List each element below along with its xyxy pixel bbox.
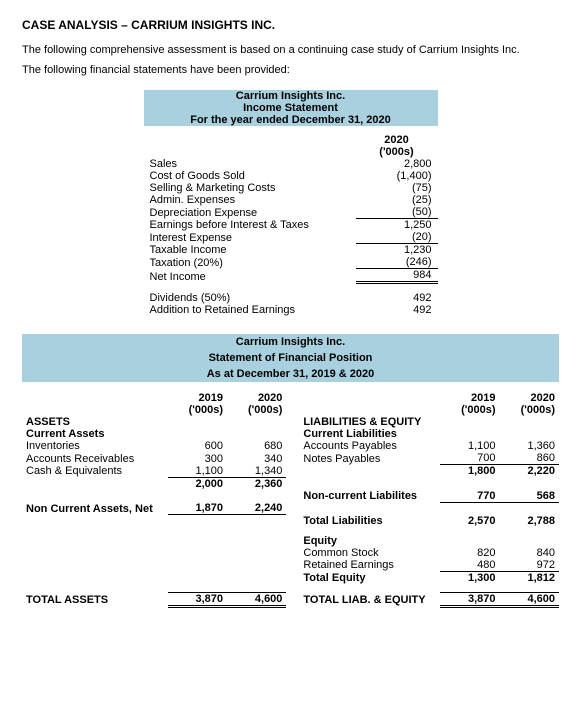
bs-row-value: 2,788	[500, 515, 559, 527]
income-row-label: Addition to Retained Earnings	[144, 304, 356, 316]
bs-row-label: Cash & Equivalents	[22, 465, 168, 478]
liab-heading: LIABILITIES & EQUITY	[299, 416, 440, 428]
bs-units-header: ('000s)	[500, 404, 559, 416]
bs-row-label: Common Stock	[299, 547, 440, 559]
bs-row-label: Accounts Payables	[299, 440, 440, 452]
bs-row-value: 300	[168, 452, 227, 465]
income-year-header: 2020	[356, 134, 438, 146]
income-statement-table: Carrium Insights Inc. Income Statement F…	[144, 90, 438, 316]
bs-row-value: 1,870	[168, 502, 227, 515]
bs-row-value: 1,340	[227, 465, 286, 478]
bs-row-value: 2,570	[440, 515, 499, 527]
income-row-value: 2,800	[356, 158, 438, 170]
income-row-value: 1,230	[356, 244, 438, 257]
bs-units-header: ('000s)	[227, 404, 286, 416]
total-liab-equity-label: TOTAL LIAB. & EQUITY	[299, 592, 440, 606]
income-row-label: Admin. Expenses	[144, 194, 356, 206]
income-row-label: Depreciation Expense	[144, 206, 356, 219]
income-row-label: Dividends (50%)	[144, 292, 356, 304]
bs-row-value: 770	[440, 490, 499, 503]
bs-row-value: 1,812	[500, 571, 559, 584]
current-liab-heading: Current Liabilities	[299, 428, 440, 440]
bs-row-value: 820	[440, 547, 499, 559]
bs-row-value: 3,870	[168, 592, 227, 606]
income-row-value: 1,250	[356, 219, 438, 232]
income-company: Carrium Insights Inc.	[144, 90, 438, 102]
bs-row-label: Accounts Receivables	[22, 452, 168, 465]
bs-row-value: 3,870	[440, 592, 499, 606]
balance-sheet-table: 2019 2020 2019 2020 ('000s) ('000s) ('00…	[22, 392, 559, 608]
income-period: For the year ended December 31, 2020	[144, 114, 438, 126]
bs-row-value: 700	[440, 452, 499, 465]
bs-row-label: Non-current Liabilites	[299, 490, 440, 503]
income-row-label: Sales	[144, 158, 356, 170]
income-row-label: Interest Expense	[144, 231, 356, 244]
bs-row-value: 2,220	[500, 465, 559, 478]
bs-row-label: Total Liabilities	[299, 515, 440, 527]
income-row-value: 984	[356, 269, 438, 283]
income-statement-name: Income Statement	[144, 102, 438, 114]
total-assets-label: TOTAL ASSETS	[22, 592, 168, 606]
bs-row-value: 680	[227, 440, 286, 452]
income-units-header: ('000s)	[356, 146, 438, 158]
bs-row-label: Notes Payables	[299, 452, 440, 465]
income-row-label: Selling & Marketing Costs	[144, 182, 356, 194]
balance-company: Carrium Insights Inc.	[22, 334, 559, 350]
bs-units-header: ('000s)	[168, 404, 227, 416]
bs-year-header: 2019	[168, 392, 227, 404]
bs-row-value: 2,360	[227, 477, 286, 490]
bs-row-value: 2,240	[227, 502, 286, 515]
bs-row-value: 1,100	[440, 440, 499, 452]
bs-row-value: 1,360	[500, 440, 559, 452]
bs-row-value: 1,100	[168, 465, 227, 478]
current-assets-heading: Current Assets	[22, 428, 168, 440]
bs-units-header: ('000s)	[440, 404, 499, 416]
income-row-value: (20)	[356, 231, 438, 244]
bs-row-value: 860	[500, 452, 559, 465]
balance-sheet: Carrium Insights Inc. Statement of Finan…	[22, 334, 559, 608]
income-row-value: 492	[356, 304, 438, 316]
bs-row-label: Non Current Assets, Net	[22, 502, 168, 515]
income-row-label: Net Income	[144, 269, 356, 283]
bs-row-value: 972	[500, 559, 559, 572]
bs-row-value: 840	[500, 547, 559, 559]
income-row-value: (75)	[356, 182, 438, 194]
bs-row-label: Retained Earnings	[299, 559, 440, 572]
income-row-label: Taxation (20%)	[144, 256, 356, 269]
bs-row-value: 2,000	[168, 477, 227, 490]
income-row-label: Earnings before Interest & Taxes	[144, 219, 356, 232]
income-row-label: Taxable Income	[144, 244, 356, 257]
intro-paragraph-2: The following financial statements have …	[22, 64, 559, 76]
bs-row-value: 480	[440, 559, 499, 572]
equity-heading: Equity	[299, 535, 440, 547]
bs-row-label: Inventories	[22, 440, 168, 452]
income-row-value: (50)	[356, 206, 438, 219]
income-row-value: (1,400)	[356, 170, 438, 182]
bs-row-value: 1,800	[440, 465, 499, 478]
bs-row-value: 4,600	[227, 592, 286, 606]
bs-row-value: 600	[168, 440, 227, 452]
income-row-label: Cost of Goods Sold	[144, 170, 356, 182]
bs-year-header: 2019	[440, 392, 499, 404]
bs-row-value: 568	[500, 490, 559, 503]
bs-row-label: Total Equity	[299, 571, 440, 584]
balance-period: As at December 31, 2019 & 2020	[22, 366, 559, 382]
income-row-value: (246)	[356, 256, 438, 269]
page-title: CASE ANALYSIS – CARRIUM INSIGHTS INC.	[22, 18, 559, 32]
assets-heading: ASSETS	[22, 416, 168, 428]
intro-paragraph-1: The following comprehensive assessment i…	[22, 44, 559, 56]
income-row-value: 492	[356, 292, 438, 304]
income-row-value: (25)	[356, 194, 438, 206]
bs-row-value: 340	[227, 452, 286, 465]
bs-year-header: 2020	[227, 392, 286, 404]
bs-row-value: 1,300	[440, 571, 499, 584]
balance-statement-name: Statement of Financial Position	[22, 350, 559, 366]
bs-year-header: 2020	[500, 392, 559, 404]
bs-row-value: 4,600	[500, 592, 559, 606]
